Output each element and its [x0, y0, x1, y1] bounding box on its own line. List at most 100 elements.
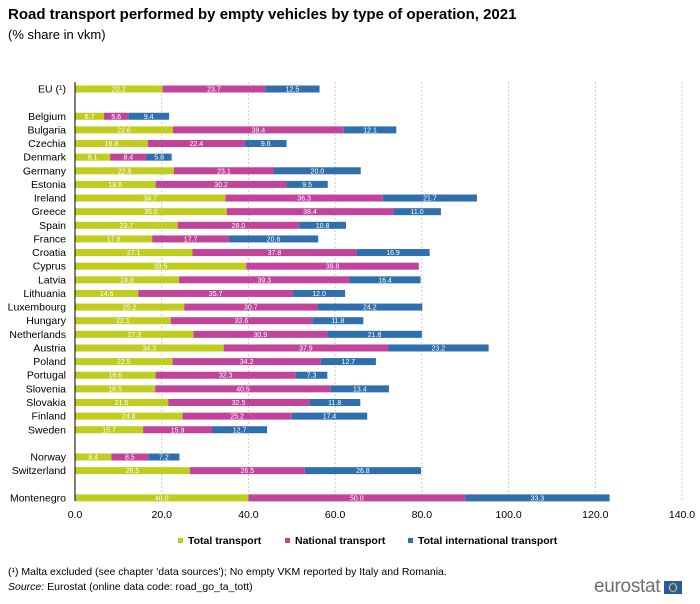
bar-slovenia-total-international-transport — [330, 385, 389, 393]
category-label-lithuania: Lithuania — [23, 288, 66, 300]
bar-luxembourg-total-international-transport — [317, 303, 423, 311]
data-label-austria-total-transport: 34.3 — [143, 345, 157, 352]
bar-finland-total-transport — [75, 412, 183, 420]
category-label-finland: Finland — [32, 411, 67, 423]
category-label-luxembourg: Luxembourg — [8, 302, 67, 314]
bar-poland-total-transport — [75, 358, 173, 366]
category-label-greece: Greece — [32, 206, 67, 218]
x-tick-label-120-0: 120.0 — [582, 509, 608, 521]
category-label-estonia: Estonia — [31, 179, 66, 191]
data-label-hungary-total-international-transport: 11.8 — [331, 318, 344, 325]
legend: Total transport National transport Total i… — [178, 535, 558, 547]
category-label-portugal: Portugal — [27, 370, 66, 382]
data-label-estonia-national-transport: 30.2 — [214, 182, 228, 189]
bar-spain-national-transport — [177, 221, 300, 229]
data-label-belgium-national-transport: 5.6 — [111, 114, 121, 121]
bar-norway-national-transport — [111, 453, 149, 461]
data-label-hungary-national-transport: 32.6 — [235, 318, 249, 325]
data-label-croatia-total-transport: 27.1 — [127, 250, 141, 257]
bar-sweden-total-transport — [75, 426, 144, 434]
bar-finland-national-transport — [182, 412, 292, 420]
data-label-germany-national-transport: 23.1 — [217, 168, 231, 175]
bar-netherlands-total-international-transport — [327, 330, 422, 338]
bar-czechia-total-transport — [75, 140, 148, 148]
chart-title: Road transport performed by empty vehicl… — [8, 6, 517, 23]
data-label-luxembourg-total-transport: 25.2 — [123, 305, 137, 312]
x-axis: 0.0 20.0 40.0 60.0 80.0 100.0 120.0 140.0 — [68, 82, 695, 521]
eu-flag-icon — [664, 580, 683, 594]
data-label-ireland-total-transport: 34.7 — [143, 196, 157, 203]
data-label-estonia-total-international-transport: 9.5 — [302, 182, 312, 189]
category-label-netherlands: Netherlands — [9, 329, 66, 341]
category-label-latvia: Latvia — [38, 274, 66, 286]
source-note: Source: Eurostat (online data code: road… — [8, 581, 253, 593]
bar-hungary-total-international-transport — [312, 317, 364, 325]
data-label-slovakia-total-transport: 21.5 — [115, 400, 129, 407]
data-label-poland-total-international-transport: 12.7 — [342, 359, 356, 366]
data-label-switzerland-total-international-transport: 26.8 — [356, 468, 370, 475]
bar-croatia-total-transport — [75, 249, 193, 257]
bar-slovenia-total-transport — [75, 385, 156, 393]
bar-spain-total-transport — [75, 221, 178, 229]
bar-poland-total-international-transport — [320, 358, 376, 366]
bar-estonia-total-international-transport — [286, 180, 328, 188]
data-label-latvia-total-international-transport: 16.4 — [378, 277, 392, 284]
data-label-eu-total-transport: 20.2 — [112, 87, 126, 94]
data-label-denmark-national-transport: 8.4 — [123, 155, 133, 162]
bar-netherlands-total-transport — [75, 330, 194, 338]
data-label-latvia-total-transport: 24.0 — [120, 277, 134, 284]
data-label-belgium-total-international-transport: 9.4 — [144, 114, 154, 121]
data-label-germany-total-international-transport: 20.0 — [311, 168, 325, 175]
category-label-norway: Norway — [30, 452, 66, 464]
bar-estonia-national-transport — [155, 180, 287, 188]
bar-montenegro-total-transport — [75, 494, 249, 502]
bar-austria-national-transport — [223, 344, 389, 352]
category-label-ireland: Ireland — [34, 193, 66, 205]
data-label-austria-national-transport: 37.9 — [299, 345, 313, 352]
bar-portugal-total-international-transport — [295, 371, 328, 379]
x-tick-label-20-0: 20.0 — [151, 509, 172, 521]
bar-hungary-national-transport — [170, 317, 313, 325]
data-label-france-national-transport: 17.7 — [184, 236, 198, 243]
category-label-hungary: Hungary — [26, 315, 66, 327]
legend-swatch-total-international-transport — [408, 538, 413, 543]
data-label-montenegro-total-transport: 40.0 — [155, 495, 169, 502]
bar-sweden-total-international-transport — [212, 426, 268, 434]
data-label-lithuania-national-transport: 35.7 — [209, 291, 223, 298]
bar-denmark-national-transport — [110, 153, 147, 161]
bar-austria-total-international-transport — [388, 344, 489, 352]
data-label-bulgaria-total-international-transport: 12.1 — [363, 127, 377, 134]
category-label-france: France — [33, 233, 66, 245]
bar-germany-total-transport — [75, 167, 174, 175]
bar-croatia-total-international-transport — [356, 249, 430, 257]
data-label-denmark-total-international-transport: 5.8 — [154, 155, 164, 162]
data-label-norway-national-transport: 8.5 — [125, 455, 135, 462]
bar-switzerland-total-international-transport — [304, 467, 421, 475]
bar-germany-total-international-transport — [274, 167, 361, 175]
data-label-norway-total-international-transport: 7.2 — [159, 455, 169, 462]
bar-austria-total-transport — [75, 344, 224, 352]
category-label-montenegro: Montenegro — [10, 492, 66, 504]
category-label-slovakia: Slovakia — [26, 397, 66, 409]
bar-denmark-total-international-transport — [146, 153, 172, 161]
bar-croatia-national-transport — [192, 249, 357, 257]
bar-ireland-total-international-transport — [382, 194, 477, 202]
bar-eu-total-transport — [75, 85, 163, 93]
data-label-spain-national-transport: 28.0 — [232, 223, 246, 230]
category-label-germany: Germany — [23, 165, 67, 177]
bar-bulgaria-national-transport — [172, 126, 344, 134]
bar-denmark-total-transport — [75, 153, 111, 161]
bar-hungary-total-transport — [75, 317, 171, 325]
bar-luxembourg-national-transport — [184, 303, 318, 311]
data-label-sweden-total-transport: 15.7 — [102, 427, 116, 434]
bar-norway-total-transport — [75, 453, 112, 461]
eurostat-logo: eurostat — [594, 576, 683, 598]
x-tick-label-0-0: 0.0 — [68, 509, 83, 521]
bar-switzerland-national-transport — [189, 467, 305, 475]
data-label-estonia-total-transport: 18.6 — [109, 182, 123, 189]
bar-cyprus-national-transport — [246, 262, 419, 270]
data-label-luxembourg-national-transport: 30.7 — [244, 305, 258, 312]
bar-estonia-total-transport — [75, 180, 156, 188]
data-label-slovenia-total-transport: 18.5 — [108, 386, 122, 393]
